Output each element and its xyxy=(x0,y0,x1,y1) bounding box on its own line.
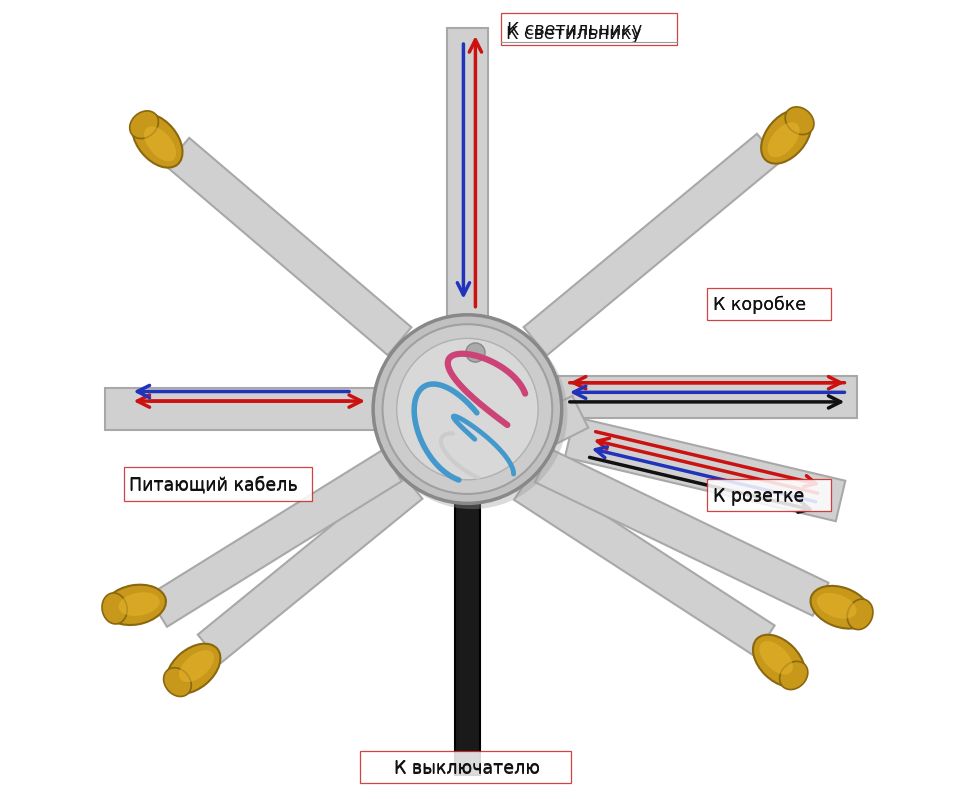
Text: К розетке: К розетке xyxy=(712,488,803,506)
FancyBboxPatch shape xyxy=(124,467,311,501)
Text: К розетке: К розетке xyxy=(712,487,803,505)
Text: К светильнику: К светильнику xyxy=(506,21,641,38)
Ellipse shape xyxy=(104,585,166,625)
Circle shape xyxy=(373,315,561,503)
Polygon shape xyxy=(514,469,774,656)
Circle shape xyxy=(382,324,551,494)
Polygon shape xyxy=(564,417,844,521)
Text: Питающий кабель: Питающий кабель xyxy=(129,476,297,494)
Polygon shape xyxy=(147,450,401,626)
FancyBboxPatch shape xyxy=(706,288,830,320)
Ellipse shape xyxy=(846,599,872,630)
Ellipse shape xyxy=(810,586,870,629)
Circle shape xyxy=(377,319,567,509)
FancyBboxPatch shape xyxy=(706,479,830,511)
Ellipse shape xyxy=(166,644,220,694)
Polygon shape xyxy=(454,499,479,775)
Polygon shape xyxy=(557,376,856,418)
Text: К коробке: К коробке xyxy=(712,296,805,314)
Circle shape xyxy=(396,339,538,479)
Ellipse shape xyxy=(132,113,182,168)
Ellipse shape xyxy=(761,109,810,164)
Polygon shape xyxy=(534,449,828,616)
Ellipse shape xyxy=(766,122,798,157)
Ellipse shape xyxy=(130,111,158,138)
Text: Питающий кабель: Питающий кабель xyxy=(129,475,297,493)
Text: К выключателю: К выключателю xyxy=(394,759,540,777)
Ellipse shape xyxy=(164,668,191,697)
Ellipse shape xyxy=(144,126,175,161)
FancyBboxPatch shape xyxy=(500,13,676,45)
Polygon shape xyxy=(106,388,377,430)
Polygon shape xyxy=(166,138,411,355)
Ellipse shape xyxy=(779,662,807,690)
Circle shape xyxy=(465,343,484,362)
Polygon shape xyxy=(523,133,779,356)
Text: К светильнику: К светильнику xyxy=(505,25,641,42)
Text: К выключателю: К выключателю xyxy=(394,760,540,777)
Ellipse shape xyxy=(759,641,792,674)
Ellipse shape xyxy=(784,107,813,134)
Ellipse shape xyxy=(816,593,856,618)
Polygon shape xyxy=(535,396,587,447)
Ellipse shape xyxy=(102,593,127,624)
Text: К коробке: К коробке xyxy=(712,296,805,313)
Ellipse shape xyxy=(179,650,214,682)
Ellipse shape xyxy=(752,634,804,687)
FancyBboxPatch shape xyxy=(359,751,571,783)
Polygon shape xyxy=(446,28,487,319)
Polygon shape xyxy=(198,471,422,663)
Ellipse shape xyxy=(118,592,160,616)
